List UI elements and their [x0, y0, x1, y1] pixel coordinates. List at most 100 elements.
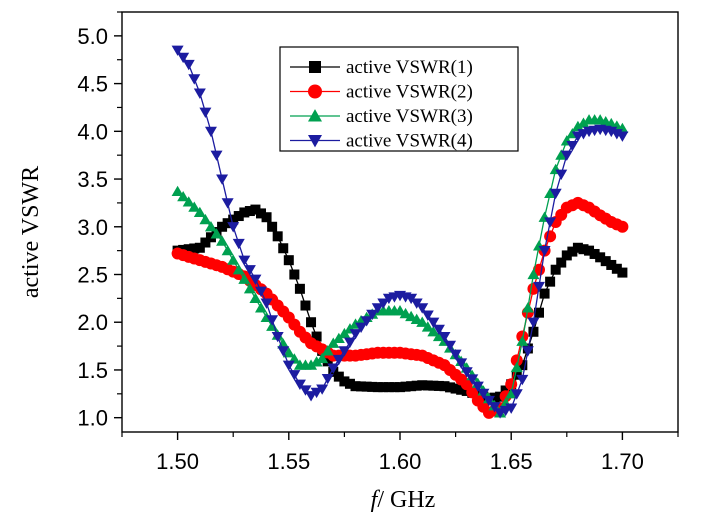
data-point — [305, 359, 318, 370]
data-point — [400, 381, 411, 392]
data-point — [450, 383, 461, 394]
data-point — [466, 374, 479, 385]
x-tick-label: 1.65 — [490, 449, 533, 474]
data-point — [539, 288, 550, 299]
data-point — [316, 384, 329, 395]
data-point — [243, 265, 256, 276]
data-point — [322, 356, 333, 367]
data-point — [221, 244, 234, 256]
legend-marker — [308, 134, 322, 148]
x-tick-label: 1.50 — [156, 449, 199, 474]
data-point — [243, 283, 256, 294]
data-point — [534, 307, 544, 318]
data-point — [428, 380, 439, 391]
data-point — [533, 281, 545, 293]
data-point — [256, 208, 266, 219]
data-point — [227, 254, 240, 265]
data-point — [517, 360, 528, 371]
data-point — [550, 264, 561, 275]
data-point — [471, 381, 484, 392]
data-point — [477, 388, 490, 400]
data-point — [378, 382, 389, 393]
data-point — [577, 117, 590, 128]
data-point — [300, 300, 311, 311]
axes: 1.50 1.55 1.60 1.65 1.70 1.0 1.5 2.0 2.5 3.0 3.5 4.… — [77, 11, 679, 474]
legend-marker — [308, 84, 322, 99]
data-point — [427, 317, 440, 328]
data-point — [595, 252, 606, 263]
data-point — [239, 207, 250, 218]
data-point — [589, 248, 600, 259]
data-point — [216, 235, 229, 246]
data-point — [416, 316, 429, 327]
data-point — [510, 361, 523, 373]
data-point — [538, 246, 551, 257]
data-point — [294, 283, 305, 294]
data-point — [200, 237, 211, 248]
data-point — [210, 150, 223, 161]
data-point — [422, 380, 433, 391]
data-point — [306, 317, 317, 328]
data-point — [432, 324, 445, 336]
data-point — [189, 243, 200, 254]
x-tick-label: 1.55 — [267, 449, 310, 474]
data-point — [272, 231, 283, 242]
data-point — [311, 331, 322, 342]
data-point — [355, 322, 368, 333]
x-axis-title-symbol: f — [371, 487, 381, 513]
data-point — [395, 382, 405, 393]
data-point — [521, 302, 534, 313]
data-point — [578, 244, 589, 255]
data-point — [460, 367, 473, 378]
data-point — [183, 244, 194, 255]
data-point — [321, 345, 334, 356]
data-point — [389, 382, 400, 393]
data-point — [204, 126, 217, 138]
data-point — [288, 370, 301, 381]
data-point — [366, 309, 379, 321]
data-point — [421, 310, 434, 321]
data-point — [327, 363, 340, 374]
data-point — [510, 354, 523, 367]
y-tick-label: 1.0 — [77, 406, 108, 431]
data-point — [282, 347, 295, 358]
data-point — [182, 59, 195, 71]
data-point — [344, 378, 355, 389]
series-4 — [171, 45, 629, 419]
data-point — [571, 120, 584, 132]
data-point — [545, 276, 556, 287]
data-point — [321, 373, 334, 385]
data-point — [377, 298, 390, 309]
data-point — [572, 242, 583, 253]
y-tick-label: 5.0 — [77, 24, 108, 49]
plot-series — [171, 45, 629, 419]
data-point — [204, 221, 217, 232]
data-point — [356, 381, 367, 392]
data-point — [549, 188, 562, 200]
data-point — [617, 267, 628, 278]
data-point — [560, 150, 573, 161]
legend-item-4: active VSWR(4) — [290, 131, 473, 152]
y-tick-label: 2.0 — [77, 310, 108, 335]
data-point — [350, 381, 361, 392]
data-point — [182, 196, 195, 207]
data-point — [456, 384, 467, 395]
data-point — [217, 221, 228, 232]
data-point — [516, 374, 529, 386]
data-point — [416, 303, 429, 314]
data-point — [278, 243, 289, 254]
data-point — [188, 201, 201, 212]
data-point — [228, 214, 239, 225]
data-point — [289, 269, 300, 280]
data-point — [445, 382, 456, 393]
data-point — [488, 402, 501, 413]
x-axis-title-unit: / GHz — [377, 487, 435, 513]
data-point — [250, 204, 261, 215]
data-point — [566, 141, 579, 152]
data-point — [555, 169, 568, 181]
data-point — [505, 388, 518, 399]
data-point — [527, 268, 540, 280]
data-point — [544, 217, 557, 228]
data-point — [432, 330, 445, 342]
data-point — [227, 222, 240, 233]
